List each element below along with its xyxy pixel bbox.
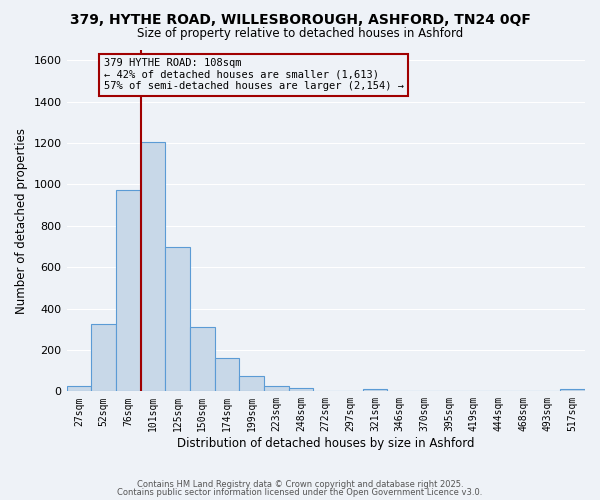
Bar bbox=[190, 327, 215, 392]
Bar bbox=[140, 142, 165, 392]
Text: Size of property relative to detached houses in Ashford: Size of property relative to detached ho… bbox=[137, 28, 463, 40]
Text: Contains HM Land Registry data © Crown copyright and database right 2025.: Contains HM Land Registry data © Crown c… bbox=[137, 480, 463, 489]
X-axis label: Distribution of detached houses by size in Ashford: Distribution of detached houses by size … bbox=[177, 437, 475, 450]
Bar bbox=[264, 386, 289, 392]
Bar bbox=[560, 390, 585, 392]
Text: 379 HYTHE ROAD: 108sqm
← 42% of detached houses are smaller (1,613)
57% of semi-: 379 HYTHE ROAD: 108sqm ← 42% of detached… bbox=[104, 58, 404, 92]
Text: 379, HYTHE ROAD, WILLESBOROUGH, ASHFORD, TN24 0QF: 379, HYTHE ROAD, WILLESBOROUGH, ASHFORD,… bbox=[70, 12, 530, 26]
Bar bbox=[91, 324, 116, 392]
Y-axis label: Number of detached properties: Number of detached properties bbox=[15, 128, 28, 314]
Bar bbox=[215, 358, 239, 392]
Bar bbox=[289, 388, 313, 392]
Bar bbox=[116, 190, 140, 392]
Text: Contains public sector information licensed under the Open Government Licence v3: Contains public sector information licen… bbox=[118, 488, 482, 497]
Bar bbox=[363, 390, 388, 392]
Bar bbox=[239, 376, 264, 392]
Bar bbox=[67, 386, 91, 392]
Bar bbox=[165, 246, 190, 392]
